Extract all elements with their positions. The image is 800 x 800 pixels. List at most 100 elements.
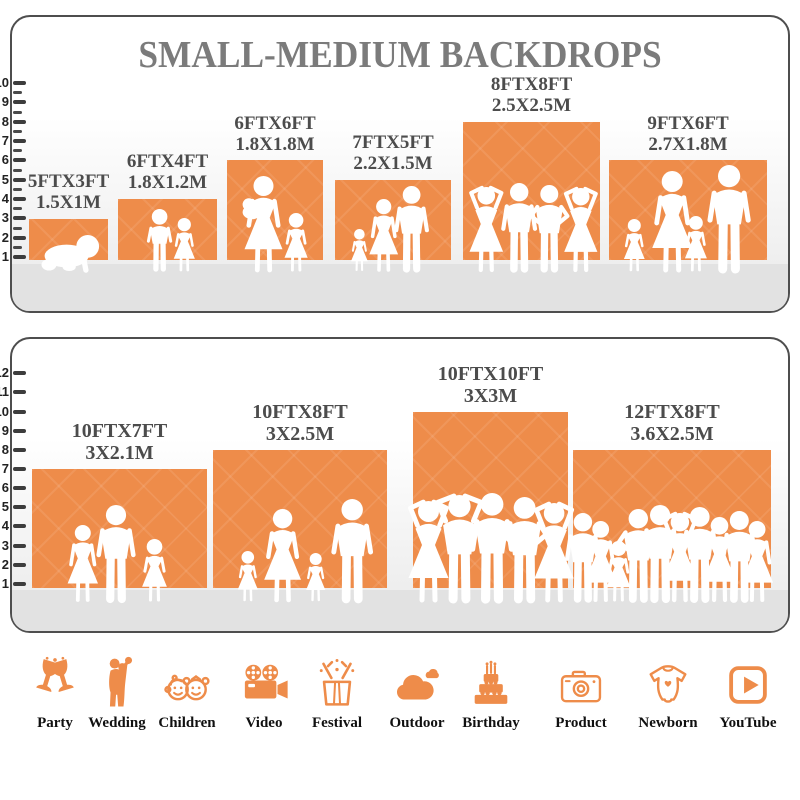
ruler-minor-tick xyxy=(13,129,22,133)
category-label: Video xyxy=(245,715,283,731)
backdrop-bar-8ftx8ft xyxy=(463,121,600,260)
size-meters: 3.6X2.5M xyxy=(630,422,714,445)
ruler-tick-5 xyxy=(13,505,26,510)
video-icon xyxy=(208,652,320,712)
ruler-tick-6 xyxy=(13,158,26,163)
category-label: Product xyxy=(555,715,607,731)
size-feet: 10FTX8FT xyxy=(252,400,348,423)
ruler-number-6: 6 xyxy=(1,152,9,168)
category-label: Newborn xyxy=(638,715,698,731)
category-birthday: Birthday xyxy=(435,652,547,732)
category-label: Children xyxy=(158,715,216,731)
ruler-number-10: 10 xyxy=(0,75,9,90)
ruler-number-6: 6 xyxy=(1,480,9,496)
ruler-tick-2 xyxy=(13,235,26,240)
category-label: Birthday xyxy=(462,715,520,731)
ruler-tick-1 xyxy=(13,255,26,260)
size-feet: 10FTX10FT xyxy=(437,362,544,385)
ruler-tick-3 xyxy=(13,216,26,221)
ruler-number-10: 10 xyxy=(0,403,9,419)
ruler-minor-tick xyxy=(13,207,22,211)
backdrop-bar-5ftx3ft xyxy=(29,218,108,261)
ruler-number-5: 5 xyxy=(1,171,9,187)
category-row: Party Wedding Children Video Festival Ou… xyxy=(0,652,800,772)
size-feet: 9FTX6FT xyxy=(647,112,729,134)
ruler-tick-10 xyxy=(13,409,26,414)
ruler-tick-6 xyxy=(13,486,26,491)
ruler-minor-tick xyxy=(13,245,22,249)
birthday-icon xyxy=(435,652,547,712)
ruler-number-4: 4 xyxy=(1,518,9,534)
backdrop-bar-9ftx6ft xyxy=(609,160,767,260)
ruler-tick-10 xyxy=(13,81,26,85)
category-outdoor: Outdoor xyxy=(361,652,473,732)
ruler-number-1: 1 xyxy=(1,575,9,591)
floor-band-bottom xyxy=(12,590,788,631)
floor-band-top xyxy=(12,264,788,311)
ruler-minor-tick xyxy=(13,149,22,153)
ruler-number-9: 9 xyxy=(1,422,9,438)
category-product: Product xyxy=(525,652,637,732)
size-meters: 3X3M xyxy=(463,384,518,407)
category-newborn: Newborn xyxy=(612,652,724,732)
size-feet: 10FTX7FT xyxy=(71,420,168,442)
ruler-tick-9 xyxy=(13,428,26,433)
size-meters: 2.5X2.5M xyxy=(491,94,572,116)
panel-small-medium-top: SMALL-MEDIUM BACKDROPS 1 2 3 4 5 6 7 8 9 10 5FTX3F… xyxy=(0,15,790,313)
category-video: Video xyxy=(208,652,320,732)
children-icon xyxy=(131,652,243,712)
ruler-number-11: 11 xyxy=(0,384,9,400)
ruler-tick-12 xyxy=(13,371,26,376)
ruler-tick-7 xyxy=(13,139,26,144)
bar-size-label: 9FTX6FT 2.7X1.8M xyxy=(647,112,729,156)
wedding-icon xyxy=(61,652,173,712)
ruler-tick-7 xyxy=(13,466,26,471)
ruler-number-3: 3 xyxy=(1,210,9,226)
category-festival: Festival xyxy=(281,652,393,732)
ruler-minor-tick xyxy=(13,91,22,95)
bar-size-label: 12FTX8FT 3.6X2.5M xyxy=(624,401,720,445)
ruler-tick-11 xyxy=(13,390,26,395)
size-meters: 1.8X1.8M xyxy=(235,133,315,155)
size-feet: 7FTX5FT xyxy=(352,131,434,153)
youtube-icon xyxy=(692,652,800,712)
category-label: Party xyxy=(37,715,73,731)
size-feet: 6FTX6FT xyxy=(234,112,316,134)
ruler-tick-4 xyxy=(13,524,26,529)
size-feet: 8FTX8FT xyxy=(490,73,573,95)
category-label: Festival xyxy=(312,715,362,731)
bar-size-label: 10FTX10FT 3X3M xyxy=(438,363,544,407)
ruler-number-8: 8 xyxy=(1,441,9,457)
outdoor-icon xyxy=(361,652,473,712)
ruler-number-7: 7 xyxy=(1,133,9,149)
category-label: YouTube xyxy=(719,715,777,731)
size-meters: 2.7X1.8M xyxy=(648,133,728,155)
category-label: Outdoor xyxy=(389,715,445,731)
ruler-number-4: 4 xyxy=(1,191,9,207)
ruler-tick-5 xyxy=(13,177,26,182)
ruler-number-2: 2 xyxy=(1,229,9,245)
ruler-minor-tick xyxy=(13,187,22,191)
size-meters: 3X2.5M xyxy=(265,422,335,445)
bar-size-label: 6FTX4FT 1.8X1.2M xyxy=(127,151,208,194)
ruler-tick-2 xyxy=(13,562,26,567)
party-icon xyxy=(0,652,111,712)
category-party: Party xyxy=(0,652,111,732)
panel-small-medium-bottom: 12345678910111210FTX7FT3X2.1M10FTX8FT3X2… xyxy=(0,337,790,633)
ruler-tick-8 xyxy=(13,447,26,452)
product-icon xyxy=(525,652,637,712)
backdrop-bar-10ftx10ft xyxy=(413,411,568,588)
ruler-tick-3 xyxy=(13,543,26,548)
ruler-number-5: 5 xyxy=(1,499,9,515)
page-title: SMALL-MEDIUM BACKDROPS xyxy=(138,34,662,76)
ruler-number-9: 9 xyxy=(1,94,9,110)
backdrop-bar-6ftx4ft xyxy=(118,199,217,260)
ruler-minor-tick xyxy=(13,110,22,114)
size-meters: 1.8X1.2M xyxy=(127,172,208,194)
ruler-minor-tick xyxy=(13,168,22,172)
backdrop-bar-10ftx7ft xyxy=(32,469,207,588)
category-wedding: Wedding xyxy=(61,652,173,732)
ruler-tick-1 xyxy=(13,581,26,586)
backdrop-bar-6ftx6ft xyxy=(227,160,323,260)
